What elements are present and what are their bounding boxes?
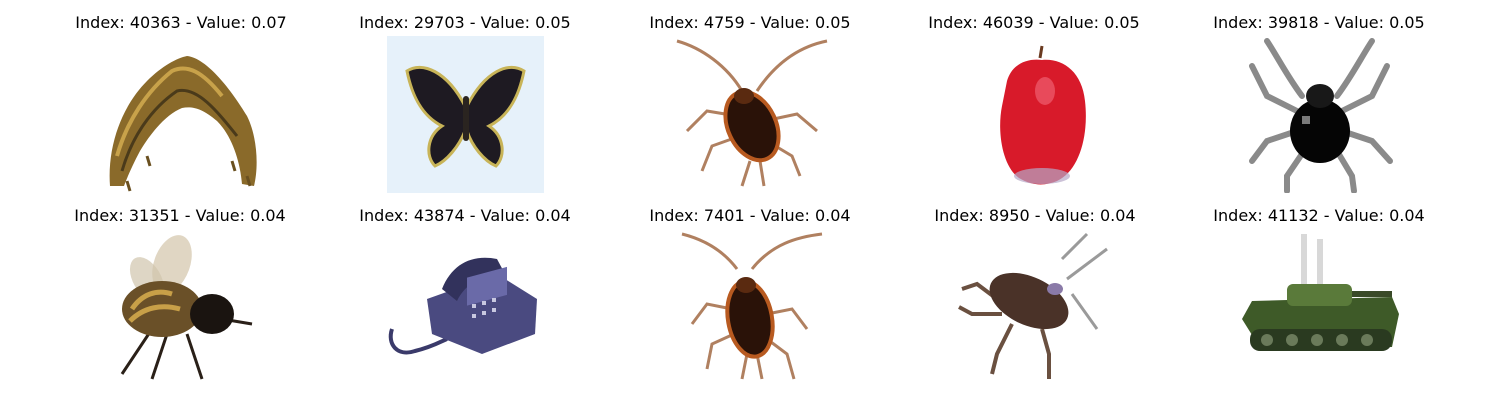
telephone-image xyxy=(387,229,544,386)
panel-title: Index: 29703 - Value: 0.05 xyxy=(359,13,571,32)
panel-title: Index: 4759 - Value: 0.05 xyxy=(649,13,851,32)
panel-title: Index: 40363 - Value: 0.07 xyxy=(75,13,287,32)
tank-image xyxy=(1242,229,1399,386)
cockroach-image xyxy=(957,229,1114,386)
panel-title: Index: 41132 - Value: 0.04 xyxy=(1213,206,1425,225)
cockroach-image xyxy=(672,36,829,193)
spider-image xyxy=(1242,36,1399,193)
panel-title: Index: 43874 - Value: 0.04 xyxy=(359,206,571,225)
bee-image xyxy=(102,229,259,386)
panel-title: Index: 39818 - Value: 0.05 xyxy=(1213,13,1425,32)
panel-title: Index: 8950 - Value: 0.04 xyxy=(934,206,1136,225)
cockroach-image xyxy=(672,229,829,386)
butterfly-image xyxy=(387,36,544,193)
panel-title: Index: 46039 - Value: 0.05 xyxy=(928,13,1140,32)
apple-image xyxy=(957,36,1114,193)
caterpillar-image xyxy=(102,36,259,193)
panel-title: Index: 7401 - Value: 0.04 xyxy=(649,206,851,225)
panel-title: Index: 31351 - Value: 0.04 xyxy=(74,206,286,225)
